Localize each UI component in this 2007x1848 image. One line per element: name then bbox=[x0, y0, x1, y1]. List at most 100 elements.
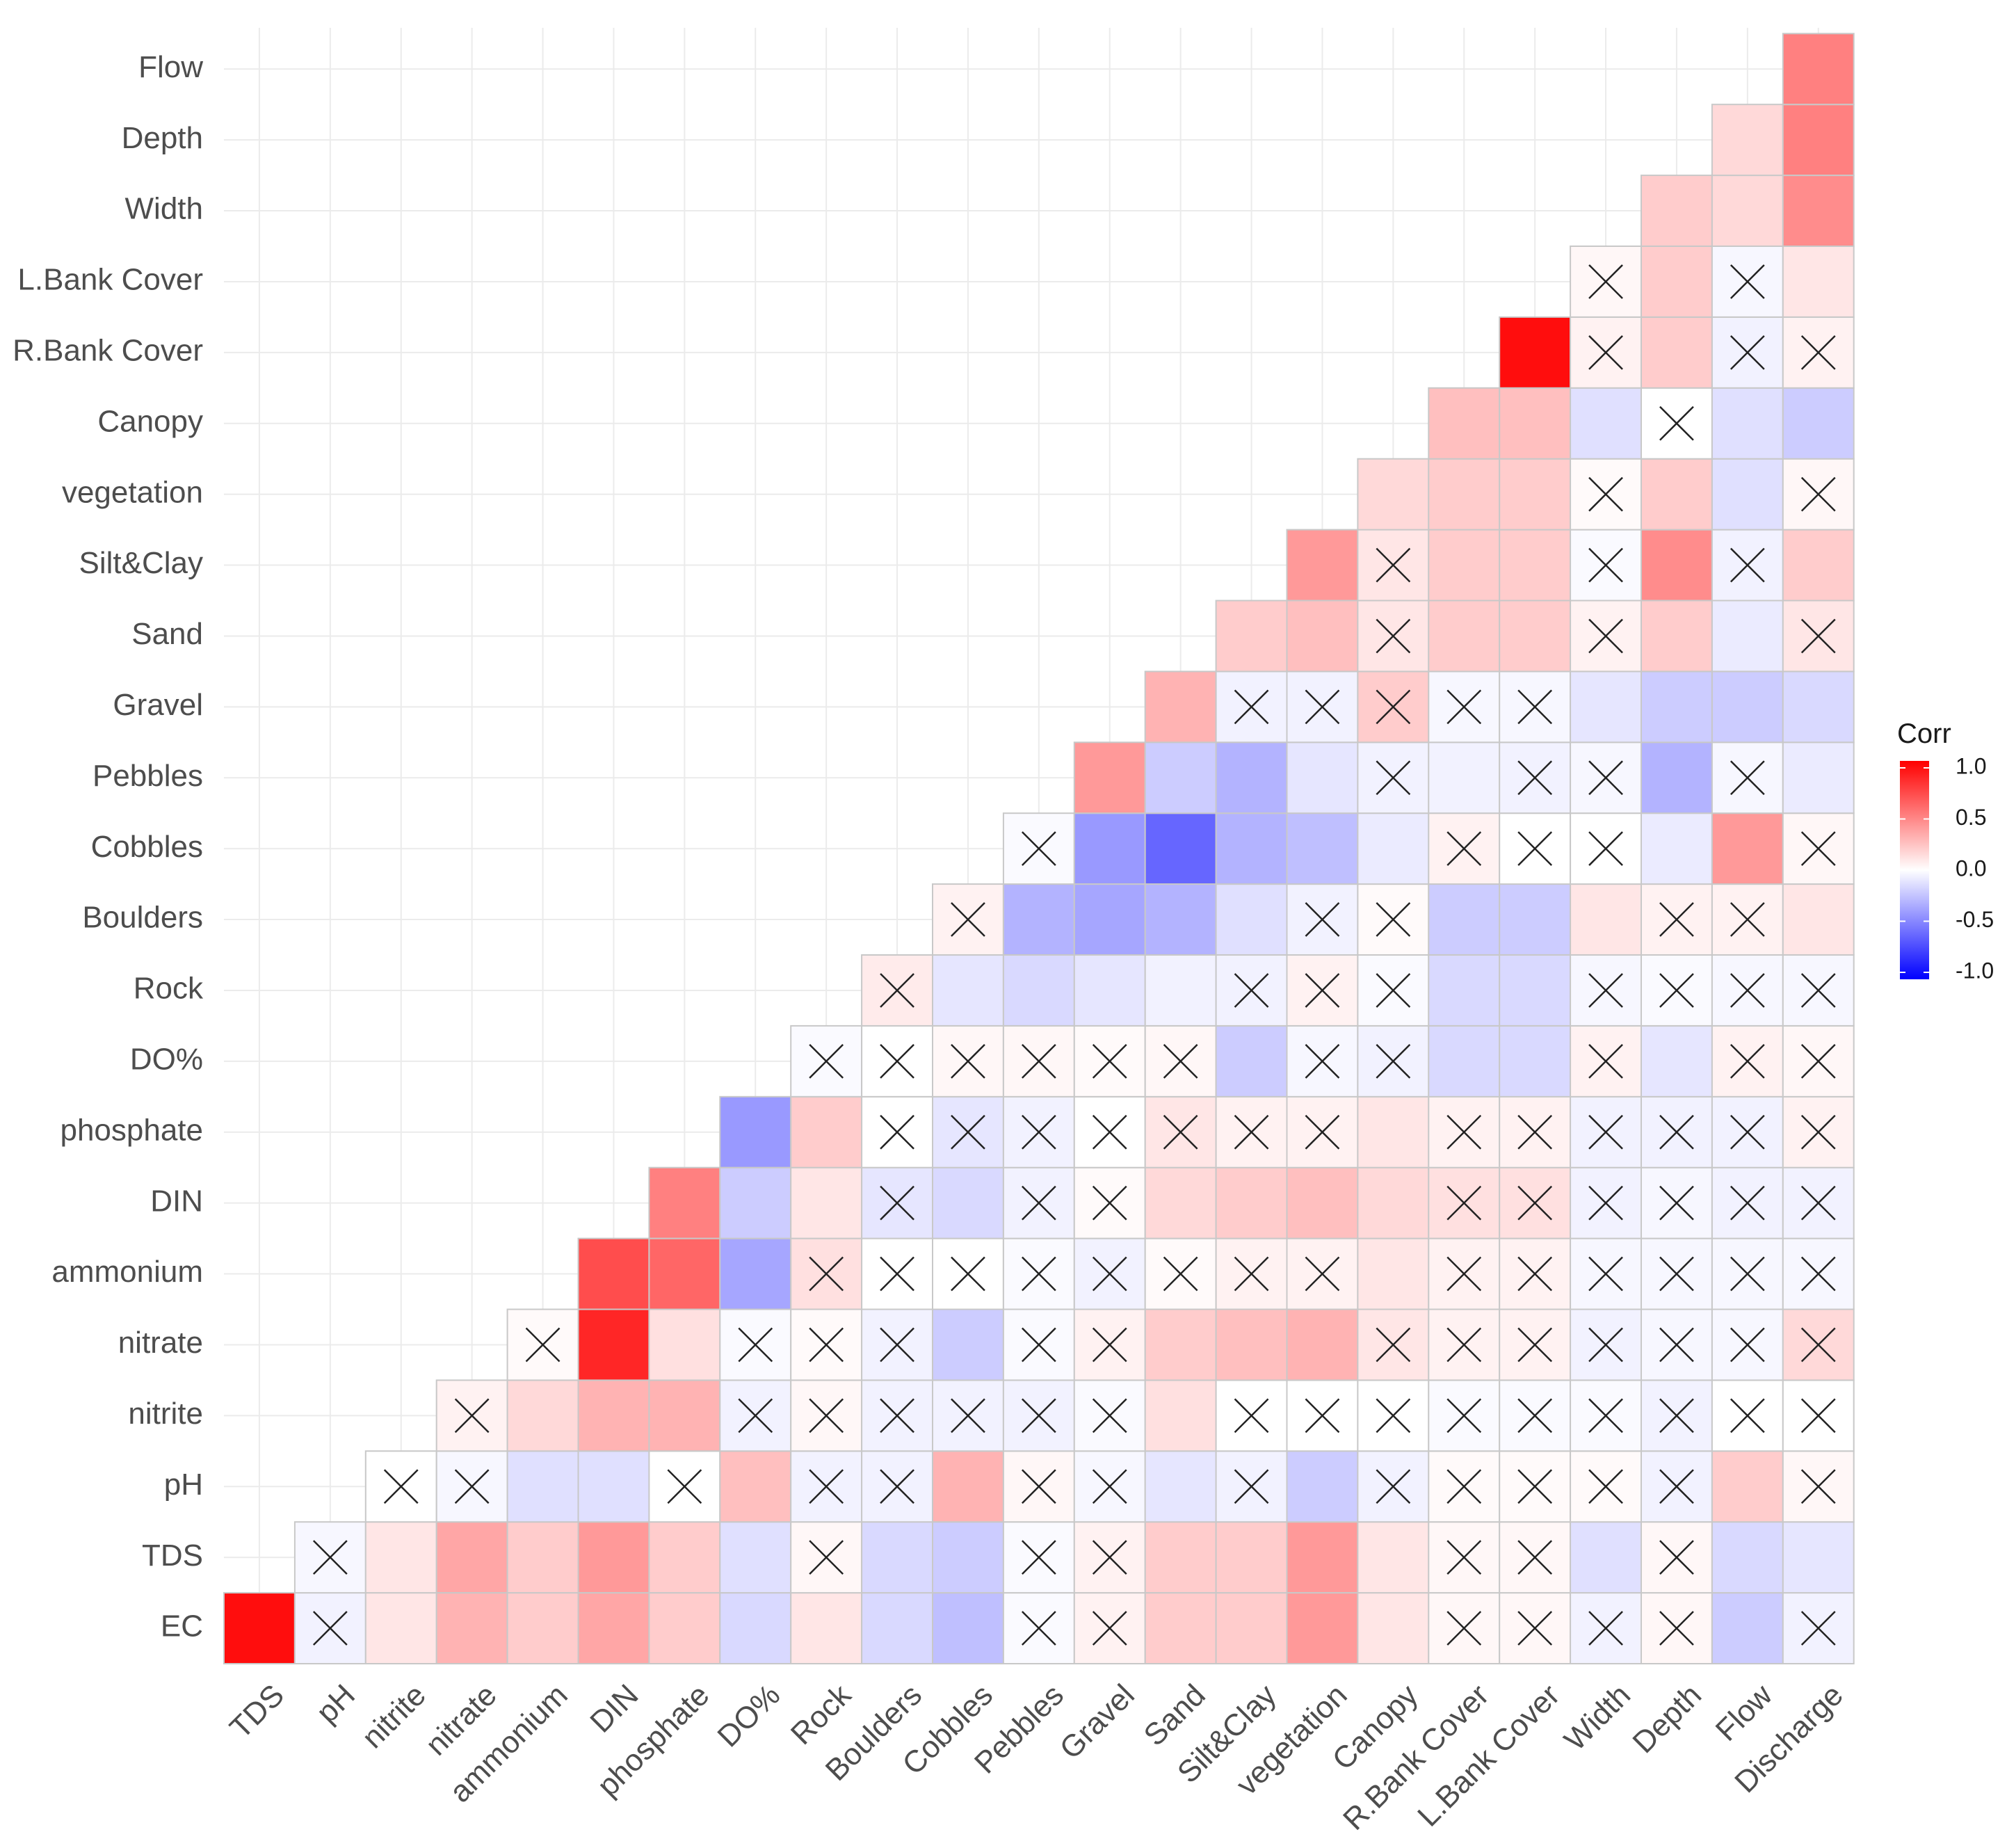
insignificant-cross-icon bbox=[1446, 1185, 1482, 1221]
y-tick-label: Cobbles bbox=[91, 830, 203, 864]
insignificant-cross-icon bbox=[738, 1327, 773, 1363]
insignificant-cross-icon bbox=[1092, 1256, 1127, 1292]
insignificant-cross-icon bbox=[1659, 1327, 1694, 1363]
tile-EC-Cobbles bbox=[932, 1592, 1004, 1665]
insignificant-cross-icon bbox=[1092, 1327, 1127, 1363]
tile-TDS-Boulders bbox=[861, 1521, 933, 1594]
legend-tick-label: 0.0 bbox=[1956, 855, 1986, 881]
insignificant-cross-icon bbox=[1446, 1611, 1482, 1646]
tile-Gravel-Discharge bbox=[1782, 670, 1855, 744]
x-tick-label: nitrite bbox=[355, 1678, 433, 1755]
tile-Rock-Sand bbox=[1144, 954, 1217, 1027]
tile-TDS-Cobbles bbox=[932, 1521, 1004, 1594]
insignificant-cross-icon bbox=[1659, 1185, 1694, 1221]
insignificant-cross-icon bbox=[1588, 1398, 1623, 1433]
insignificant-cross-icon bbox=[1021, 1327, 1056, 1363]
insignificant-cross-icon bbox=[1092, 1469, 1127, 1504]
insignificant-cross-icon bbox=[1446, 1327, 1482, 1363]
tile-Gravel-Depth bbox=[1641, 670, 1713, 744]
tile-Gravel-Width bbox=[1570, 670, 1643, 744]
tile-Silt&Clay-Discharge bbox=[1782, 529, 1855, 602]
tile-TDS-Canopy bbox=[1357, 1521, 1430, 1594]
insignificant-cross-icon bbox=[1092, 1185, 1127, 1221]
tile-pH-ammonium bbox=[506, 1450, 579, 1523]
y-tick-label: TDS bbox=[142, 1538, 203, 1573]
insignificant-cross-icon bbox=[454, 1469, 490, 1504]
tile-DIN-DO% bbox=[719, 1166, 792, 1239]
insignificant-cross-icon bbox=[1659, 1540, 1694, 1575]
insignificant-cross-icon bbox=[1730, 1327, 1765, 1363]
tile-Cobbles-Sand bbox=[1144, 812, 1217, 885]
tile-nitrate-DIN bbox=[577, 1308, 650, 1381]
tile-Rock-Cobbles bbox=[932, 954, 1004, 1027]
tile-nitrate-Discharge bbox=[1782, 1308, 1855, 1381]
y-tick-label: nitrite bbox=[128, 1397, 203, 1431]
tile-Cobbles-Silt&Clay bbox=[1215, 812, 1288, 885]
tile-TDS-phosphate bbox=[648, 1521, 721, 1594]
insignificant-cross-icon bbox=[1730, 1398, 1765, 1433]
tile-DIN-Silt&Clay bbox=[1215, 1166, 1288, 1239]
tile-Pebbles-Gravel bbox=[1073, 741, 1146, 814]
insignificant-cross-icon bbox=[1517, 1398, 1553, 1433]
insignificant-cross-icon bbox=[1376, 973, 1411, 1008]
y-tick-label: Pebbles bbox=[92, 759, 203, 793]
tile-Depth-Flow bbox=[1711, 104, 1784, 177]
tile-Canopy-R.Bank Cover bbox=[1428, 387, 1501, 460]
tile-Canopy-Flow bbox=[1711, 387, 1784, 460]
insignificant-cross-icon bbox=[880, 1398, 914, 1433]
tile-Flow-Discharge bbox=[1782, 33, 1855, 106]
insignificant-cross-icon bbox=[1446, 1256, 1482, 1292]
insignificant-cross-icon bbox=[1021, 1256, 1056, 1292]
tile-EC-Rock bbox=[790, 1592, 863, 1665]
insignificant-cross-icon bbox=[1517, 831, 1553, 867]
tile-Rock-Pebbles bbox=[1002, 954, 1075, 1027]
tile-Rock-L.Bank Cover bbox=[1499, 954, 1572, 1027]
insignificant-cross-icon bbox=[1588, 1256, 1623, 1292]
x-tick-label: pH bbox=[310, 1678, 362, 1729]
insignificant-cross-icon bbox=[1588, 618, 1623, 654]
tile-EC-DIN bbox=[577, 1592, 650, 1665]
insignificant-cross-icon bbox=[1659, 973, 1694, 1008]
insignificant-cross-icon bbox=[880, 1327, 914, 1363]
insignificant-cross-icon bbox=[1021, 1114, 1056, 1150]
tile-EC-vegetation bbox=[1286, 1592, 1359, 1665]
insignificant-cross-icon bbox=[1517, 1327, 1553, 1363]
tile-EC-DO% bbox=[719, 1592, 792, 1665]
tile-TDS-ammonium bbox=[506, 1521, 579, 1594]
insignificant-cross-icon bbox=[1800, 1043, 1836, 1079]
tile-phosphate-Canopy bbox=[1357, 1095, 1430, 1168]
insignificant-cross-icon bbox=[1376, 902, 1411, 937]
insignificant-cross-icon bbox=[1092, 1114, 1127, 1150]
insignificant-cross-icon bbox=[1021, 1185, 1056, 1221]
tile-Sand-Width bbox=[1570, 600, 1643, 673]
tile-EC-ammonium bbox=[506, 1592, 579, 1665]
legend-tick-label: -0.5 bbox=[1956, 907, 1994, 932]
insignificant-cross-icon bbox=[1730, 547, 1765, 583]
tile-EC-Canopy bbox=[1357, 1592, 1430, 1665]
insignificant-cross-icon bbox=[1588, 335, 1623, 370]
insignificant-cross-icon bbox=[454, 1398, 490, 1433]
y-axis-labels: EC TDS pH nitrite nitrate ammonium DIN phosphat… bbox=[13, 50, 204, 1644]
insignificant-cross-icon bbox=[880, 1469, 914, 1504]
tile-Sand-vegetation bbox=[1286, 600, 1359, 673]
insignificant-cross-icon bbox=[1517, 760, 1553, 796]
tile-L.Bank Cover-Discharge bbox=[1782, 246, 1855, 318]
insignificant-cross-icon bbox=[1163, 1114, 1198, 1150]
tile-phosphate-Rock bbox=[790, 1095, 863, 1168]
heatmap-tiles bbox=[223, 33, 1855, 1665]
insignificant-cross-icon bbox=[1446, 689, 1482, 725]
insignificant-cross-icon bbox=[1588, 831, 1623, 867]
tile-nitrate-Pebbles bbox=[1002, 1308, 1075, 1381]
x-tick-label: DO% bbox=[711, 1678, 787, 1753]
insignificant-cross-icon bbox=[1376, 1327, 1411, 1363]
legend-tick-label: 1.0 bbox=[1956, 753, 1986, 778]
insignificant-cross-icon bbox=[1800, 618, 1836, 654]
tile-Depth-Discharge bbox=[1782, 104, 1855, 177]
tile-Sand-Silt&Clay bbox=[1215, 600, 1288, 673]
insignificant-cross-icon bbox=[1730, 1256, 1765, 1292]
tile-nitrate-phosphate bbox=[648, 1308, 721, 1381]
tile-DO%-R.Bank Cover bbox=[1428, 1025, 1501, 1098]
y-tick-label: Width bbox=[125, 192, 203, 226]
tile-Cobbles-Gravel bbox=[1073, 812, 1146, 885]
